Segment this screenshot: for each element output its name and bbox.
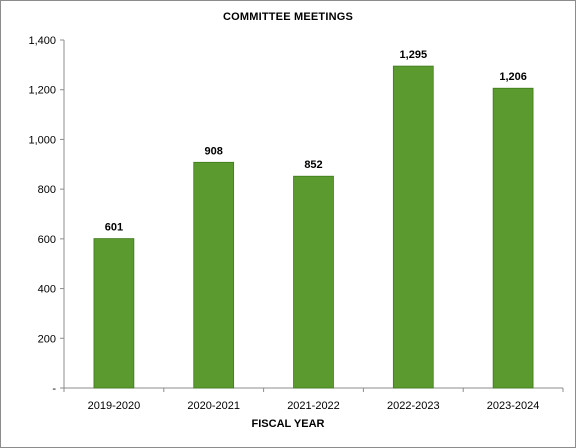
x-tick-label: 2020-2021 bbox=[187, 400, 240, 412]
data-label: 1,206 bbox=[499, 71, 527, 83]
data-label: 908 bbox=[205, 145, 223, 157]
chart-title: COMMITTEE MEETINGS bbox=[222, 11, 354, 23]
x-tick-label: 2021-2022 bbox=[287, 400, 340, 412]
x-tick-label: 2019-2020 bbox=[88, 400, 141, 412]
y-tick-label: - bbox=[52, 383, 56, 395]
y-tick-label: 200 bbox=[38, 333, 56, 345]
y-tick-label: 1,200 bbox=[28, 85, 56, 97]
bar-2023-2024 bbox=[492, 87, 534, 389]
y-tick-label: 1,000 bbox=[28, 134, 56, 146]
x-axis-label: FISCAL YEAR bbox=[251, 418, 325, 430]
bar-2022-2023 bbox=[392, 65, 434, 389]
bar-2020-2021 bbox=[193, 161, 235, 389]
data-label: 601 bbox=[105, 222, 123, 234]
y-tick-label: 400 bbox=[38, 284, 56, 296]
y-tick-label: 1,400 bbox=[28, 35, 56, 47]
bar-2021-2022 bbox=[293, 175, 334, 389]
y-tick-label: 600 bbox=[38, 234, 56, 246]
data-label: 1,295 bbox=[400, 49, 428, 61]
bar-2019-2020 bbox=[93, 238, 135, 389]
x-tick-label: 2023-2024 bbox=[487, 400, 540, 412]
y-tick-label: 800 bbox=[38, 184, 56, 196]
x-tick-label: 2022-2023 bbox=[387, 400, 440, 412]
data-label: 852 bbox=[304, 159, 322, 171]
